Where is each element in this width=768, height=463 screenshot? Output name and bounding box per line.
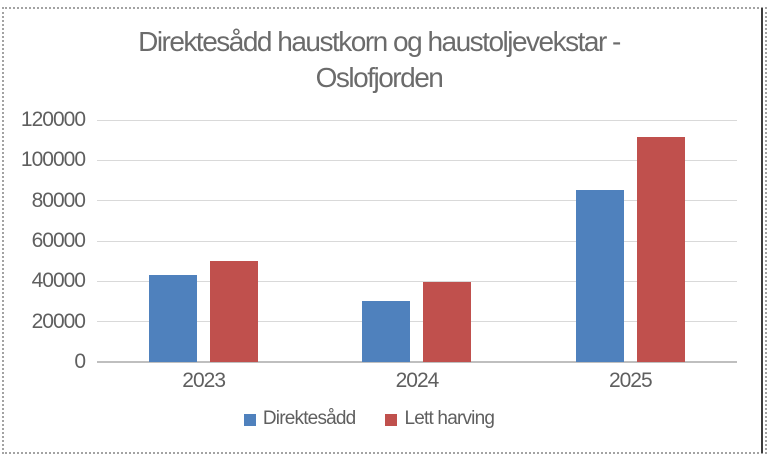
gridline (97, 321, 737, 323)
x-axis-label-2023: 2023 (182, 369, 226, 392)
legend-label: Direktesådd (262, 408, 356, 429)
window-edge-line (761, 8, 763, 453)
x-axis-label-2024: 2024 (395, 369, 440, 392)
legend-swatch-icon (385, 413, 398, 426)
chart-title-line-1: Direktesådd haustkorn og haustoljeveksta… (138, 26, 621, 57)
x-axis: 2023 2024 2025 (97, 369, 737, 393)
legend-item-direktesådd[interactable]: Direktesådd (243, 408, 356, 429)
x-axis-label-2025: 2025 (608, 369, 653, 392)
category-group-2025 (524, 120, 737, 362)
bar-lett-harving-2023[interactable] (210, 261, 259, 362)
y-axis-label: 20000 (31, 309, 86, 333)
y-axis-label: 100000 (20, 148, 86, 172)
x-axis-line (97, 361, 737, 363)
legend-label: Lett harving (404, 408, 495, 429)
category-group-2024 (310, 120, 523, 362)
bar-direktesådd-2023[interactable] (149, 275, 198, 362)
bar-lett-harving-2025[interactable] (636, 137, 685, 362)
gridline (97, 119, 737, 121)
category-group-2023 (97, 120, 310, 362)
chart-title-line-2: Oslofjorden (315, 62, 444, 93)
bar-direktesådd-2024[interactable] (362, 300, 411, 362)
legend-item-lett-harving[interactable]: Lett harving (385, 408, 495, 429)
y-axis-label: 120000 (20, 108, 86, 131)
plot-area (97, 119, 737, 363)
y-axis-label: 0 (74, 350, 86, 373)
gridline (97, 200, 737, 202)
bar-lett-harving-2024[interactable] (423, 282, 472, 362)
gridline (97, 240, 737, 242)
y-axis-label: 60000 (31, 229, 86, 252)
bar-direktesådd-2025[interactable] (575, 189, 624, 362)
legend-swatch-icon (243, 413, 256, 426)
gridline (97, 159, 737, 161)
y-axis-label: 80000 (31, 188, 86, 212)
y-axis: 0 20000 40000 60000 80000 100000 120000 (0, 108, 86, 373)
legend: Direktesådd Lett harving (0, 409, 738, 429)
y-axis-label: 40000 (31, 269, 86, 293)
chart-title: Direktesådd haustkorn og haustoljeveksta… (60, 24, 698, 96)
gridline (97, 280, 737, 282)
